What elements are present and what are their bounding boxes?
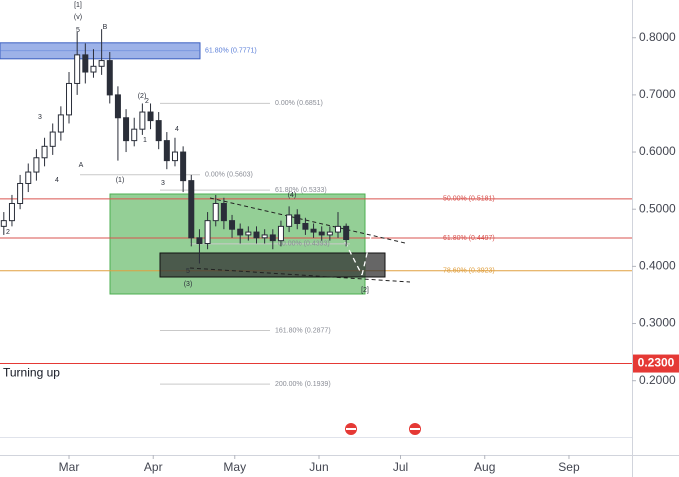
- wave-label: B: [103, 24, 108, 31]
- wave-label: 5: [76, 27, 80, 34]
- candle-body: [188, 180, 195, 239]
- x-tick-label: Apr: [144, 460, 163, 474]
- fib-label: 161.80% (0.2877): [275, 327, 331, 334]
- event-icon-stripe: [346, 428, 356, 430]
- y-tick-label: 0.5000: [639, 201, 676, 215]
- candle-body: [171, 151, 178, 162]
- fib-label: 00.00% (0.4393): [278, 241, 330, 248]
- wave-label: (4): [288, 192, 297, 199]
- candle-body: [245, 231, 252, 236]
- consolidation-box: [159, 252, 386, 278]
- candle-body: [326, 231, 333, 236]
- candle-body: [155, 120, 162, 142]
- candle-body: [131, 128, 138, 142]
- candle-body: [74, 54, 81, 84]
- projection: [361, 106, 402, 276]
- candle-body: [98, 60, 105, 67]
- candle-body: [196, 237, 203, 245]
- candle-body: [212, 202, 219, 222]
- y-tick-label: 0.6000: [639, 144, 676, 158]
- candle-body: [8, 202, 15, 222]
- wave-label: [1]: [74, 2, 82, 9]
- fib-label: 61.80% (0.5333): [275, 187, 327, 194]
- alert-label: Turning up: [3, 366, 60, 380]
- candle-body: [302, 222, 309, 230]
- x-tick-label: Jul: [393, 460, 408, 474]
- candle-body: [57, 114, 64, 133]
- candle-body: [286, 214, 293, 227]
- y-tick-label: 0.8000: [639, 30, 676, 44]
- x-tick-label: Jun: [309, 460, 328, 474]
- fib-label: 78.60% (0.3923): [443, 268, 495, 275]
- fib-label: 0.00% (0.6851): [275, 100, 323, 107]
- candle-body: [139, 111, 146, 130]
- fib-label: 50.00% (0.5181): [443, 196, 495, 203]
- x-tick-label: Sep: [558, 460, 580, 474]
- candle-body: [229, 220, 236, 230]
- wave-label: (2): [138, 93, 147, 100]
- candle-body: [277, 225, 284, 242]
- candle-body: [261, 234, 268, 239]
- candle-body: [123, 117, 130, 142]
- wave-label: 3: [38, 114, 42, 121]
- candle-body: [66, 82, 73, 116]
- wave-label: (v): [74, 14, 82, 21]
- fib-label: 200.00% (0.1939): [275, 381, 331, 388]
- y-tick-label: 0.3000: [639, 316, 676, 330]
- y-tick-label: 0.7000: [639, 87, 676, 101]
- x-tick-label: Aug: [474, 460, 495, 474]
- candle-body: [33, 157, 40, 173]
- candle-body: [220, 202, 227, 222]
- wave-label: (1): [116, 177, 125, 184]
- candle-body: [253, 231, 260, 239]
- wave-label: A: [79, 162, 84, 169]
- candle-body: [294, 214, 301, 224]
- annotation-layer: 61.80% (0.7771) 0.00% (0.6851) 0.00% (0.56…: [0, 42, 632, 388]
- event-icon-stripe: [410, 428, 420, 430]
- candle-body: [82, 54, 89, 73]
- x-tick-label: May: [223, 460, 246, 474]
- candle-body: [269, 234, 276, 242]
- wave-label: (3): [184, 281, 193, 288]
- candle-body: [106, 60, 113, 96]
- candle-body: [343, 225, 350, 241]
- trend-line: [209, 197, 406, 244]
- projection: [344, 241, 363, 276]
- wave-label: 4: [55, 177, 59, 184]
- alert-price-label: 0.2300: [638, 356, 675, 370]
- trend-line: [189, 267, 411, 283]
- candle-body: [114, 94, 121, 119]
- wave-label: 4: [175, 126, 179, 133]
- candle-body: [180, 151, 187, 182]
- candle-body: [17, 182, 24, 204]
- fib-label: 0.00% (0.5603): [205, 172, 253, 179]
- wave-label: 1: [143, 137, 147, 144]
- event-icons: [345, 423, 421, 435]
- y-tick-label: 0.4000: [639, 259, 676, 273]
- x-tick-label: Mar: [59, 460, 80, 474]
- candle-body: [25, 171, 32, 184]
- wave-label: 2: [6, 229, 10, 236]
- wave-label: [2]: [361, 287, 369, 294]
- y-tick-label: 0.2000: [639, 373, 676, 387]
- alert-price-tag: [633, 354, 679, 373]
- candle-body: [147, 111, 154, 122]
- wave-label: 5: [186, 268, 190, 275]
- candle-body: [0, 220, 7, 227]
- candle-body: [90, 65, 97, 73]
- candle-body: [204, 220, 211, 245]
- candle-body: [41, 145, 48, 159]
- wave-label: 2: [145, 98, 149, 105]
- candle-body: [237, 228, 244, 236]
- candle-body: [335, 225, 342, 233]
- wave-label: 3: [161, 180, 165, 187]
- fib-label: 61.80% (0.4497): [443, 235, 495, 242]
- fib-label: 61.80% (0.7771): [205, 48, 257, 55]
- candle-body: [49, 131, 56, 147]
- candle-body: [310, 228, 317, 233]
- candle-body: [163, 140, 170, 162]
- candle-body: [318, 231, 325, 236]
